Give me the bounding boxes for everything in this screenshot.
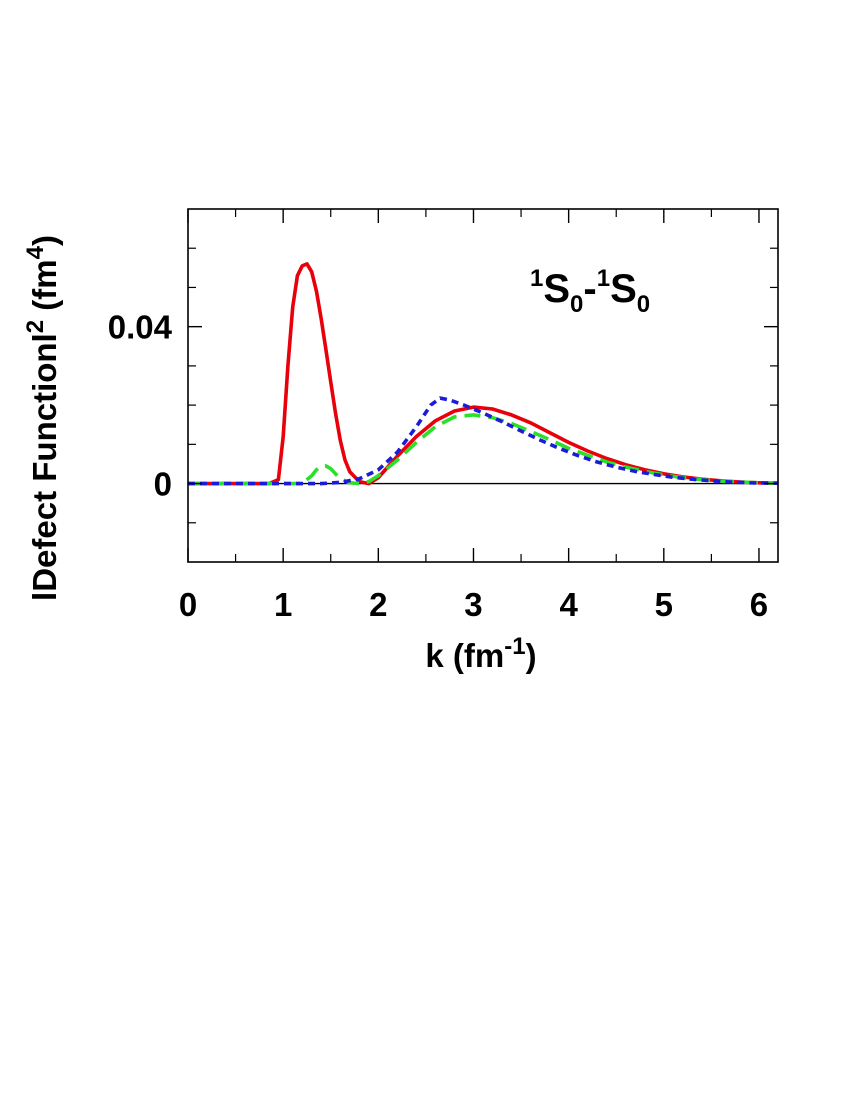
x-tick-label: 3 [464, 586, 482, 623]
x-axis-title: k (fm-1) [425, 633, 536, 674]
x-tick-label: 6 [750, 586, 768, 623]
series-line-1-solid [188, 262, 779, 486]
x-tick-label: 1 [274, 586, 292, 623]
state-annotation: 1S0-1S0 [530, 265, 650, 318]
series-line-3-dot [188, 396, 779, 486]
y-axis-title: lDefect Functionl2 (fm4) [22, 235, 63, 601]
y-tick-label: 0 [154, 466, 172, 503]
x-tick-label: 2 [369, 586, 387, 623]
x-tick-label: 4 [559, 586, 578, 623]
series-line-2-dash [188, 413, 779, 486]
x-tick-label: 5 [655, 586, 673, 623]
plot-frame [187, 208, 779, 563]
y-tick-label: 0.04 [108, 309, 173, 346]
x-tick-label: 0 [179, 586, 197, 623]
